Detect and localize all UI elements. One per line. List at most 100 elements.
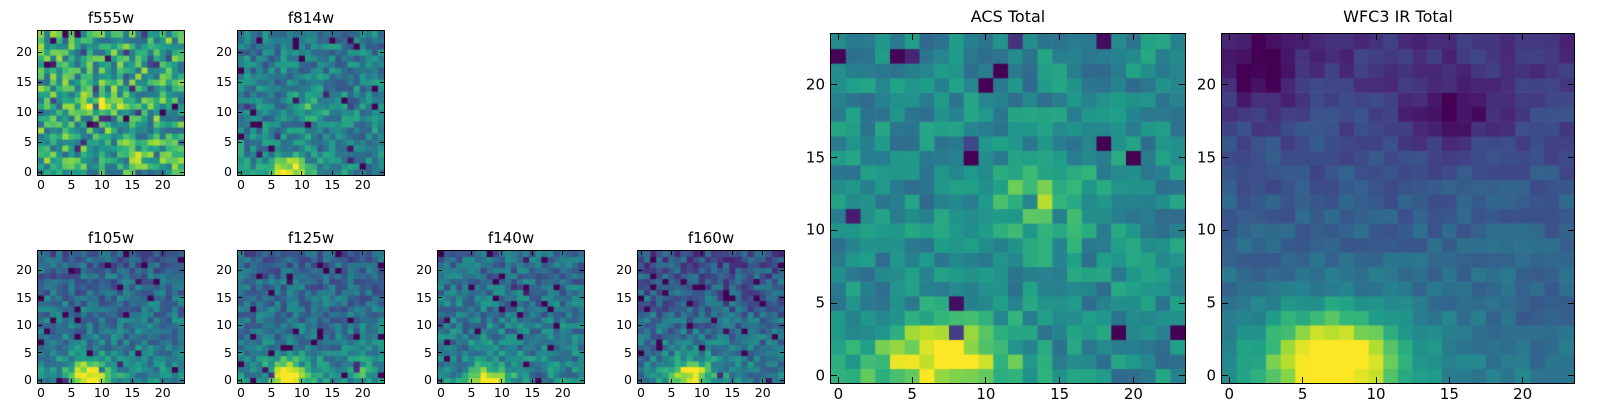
y-tick-mark (38, 141, 42, 143)
y-tick-mark (1222, 229, 1228, 231)
y-tick-mark (380, 324, 384, 326)
panel-title-wfc3-ir-total: WFC3 IR Total (1343, 7, 1453, 26)
y-tick-mark (831, 375, 837, 377)
y-tick-mark (780, 352, 784, 354)
y-tick-label: 0 (1206, 366, 1216, 385)
y-tick-mark (1222, 84, 1228, 86)
y-tick-mark (238, 324, 242, 326)
y-tick-mark (438, 379, 442, 381)
heatmap-canvas-wfc3-ir-total (1222, 34, 1574, 383)
x-tick-label: 20 (554, 385, 571, 400)
x-tick-mark (101, 31, 103, 35)
x-tick-mark (101, 251, 103, 255)
y-tick-label: 0 (224, 372, 232, 387)
heatmap-panel-f125w: f125w 0 5 10 15 20 0 5 10 15 20 (216, 229, 385, 399)
x-tick-label: 5 (67, 177, 76, 192)
y-tick-mark (1179, 84, 1185, 86)
y-tick-mark (1222, 302, 1228, 304)
x-tick-label: 5 (67, 385, 76, 400)
x-tick-label: 10 (976, 385, 996, 403)
y-tick-mark (780, 297, 784, 299)
y-tick-label: 15 (805, 148, 825, 167)
y-tick-label: 20 (16, 262, 32, 277)
x-tick-label: 0 (833, 385, 844, 403)
y-tick-label: 5 (624, 344, 632, 360)
y-tick-label: 15 (216, 289, 232, 305)
x-tick-mark (562, 379, 564, 383)
x-tick-label: 10 (293, 385, 310, 400)
panel-title-f555w: f555w (87, 9, 135, 27)
y-tick-mark (238, 111, 242, 113)
x-tick-mark (670, 379, 672, 383)
x-tick-label: 20 (1123, 385, 1143, 403)
x-tick-mark (1302, 34, 1304, 40)
y-tick-label: 5 (24, 344, 32, 360)
y-tick-mark (38, 379, 42, 381)
y-tick-mark (638, 269, 642, 271)
x-tick-mark (362, 171, 364, 175)
y-tick-mark (638, 379, 642, 381)
x-tick-mark (162, 251, 164, 255)
y-tick-label: 5 (224, 344, 232, 360)
y-tick-mark (238, 81, 242, 83)
y-tick-label: 15 (216, 73, 232, 89)
heatmap-panel-wfc3-ir-total: WFC3 IR Total 0 5 10 15 20 0 5 10 15 20 (1197, 7, 1575, 402)
x-tick-label: 10 (93, 177, 110, 192)
x-tick-label: 5 (267, 177, 276, 192)
x-tick-mark (301, 171, 303, 175)
x-tick-mark (301, 251, 303, 255)
x-tick-mark (911, 377, 913, 383)
x-tick-mark (270, 171, 272, 175)
y-tick-mark (1222, 157, 1228, 159)
x-tick-label: 15 (1050, 385, 1070, 403)
y-tick-mark (180, 111, 184, 113)
y-tick-mark (180, 379, 184, 381)
x-tick-label: 20 (1513, 385, 1533, 403)
x-tick-label: 10 (93, 385, 110, 400)
y-tick-mark (38, 81, 42, 83)
y-tick-label: 10 (16, 317, 32, 332)
x-tick-label: 15 (1439, 385, 1459, 403)
x-tick-mark (1228, 377, 1230, 383)
x-tick-mark (131, 171, 133, 175)
y-tick-label: 20 (1196, 75, 1216, 94)
x-tick-mark (331, 251, 333, 255)
y-tick-label: 0 (624, 372, 632, 387)
x-tick-mark (837, 377, 839, 383)
heatmap-panel-f814w: f814w 0 5 10 15 20 0 5 10 15 20 (216, 9, 385, 191)
x-tick-label: 15 (124, 177, 141, 192)
x-tick-mark (501, 379, 503, 383)
x-tick-mark (240, 171, 242, 175)
x-tick-label: 5 (907, 385, 917, 403)
y-tick-label: 15 (616, 289, 632, 305)
x-tick-mark (1132, 377, 1134, 383)
x-tick-mark (301, 379, 303, 383)
x-tick-mark (40, 171, 42, 175)
y-tick-mark (1179, 229, 1185, 231)
y-tick-label: 0 (815, 366, 825, 385)
x-tick-label: 20 (154, 385, 171, 400)
y-tick-mark (380, 81, 384, 83)
x-tick-label: 15 (324, 177, 341, 192)
x-tick-label: 0 (237, 177, 246, 192)
x-tick-label: 15 (524, 385, 541, 400)
y-tick-label: 10 (1196, 220, 1216, 239)
x-tick-label: 0 (37, 177, 46, 192)
x-tick-mark (470, 379, 472, 383)
panel-title-f814w: f814w (287, 9, 335, 27)
y-tick-mark (438, 324, 442, 326)
y-tick-mark (380, 269, 384, 271)
x-tick-mark (1132, 34, 1134, 40)
y-tick-mark (180, 171, 184, 173)
y-tick-label: 20 (16, 43, 32, 59)
x-tick-label: 15 (724, 385, 741, 400)
panel-title-f160w: f160w (687, 229, 735, 247)
x-tick-label: 15 (324, 385, 341, 400)
y-tick-mark (580, 324, 584, 326)
x-tick-mark (240, 379, 242, 383)
x-tick-mark (501, 251, 503, 255)
x-tick-label: 5 (667, 385, 676, 400)
x-tick-mark (240, 31, 242, 35)
y-tick-label: 0 (24, 163, 32, 179)
x-tick-label: 0 (637, 385, 646, 400)
